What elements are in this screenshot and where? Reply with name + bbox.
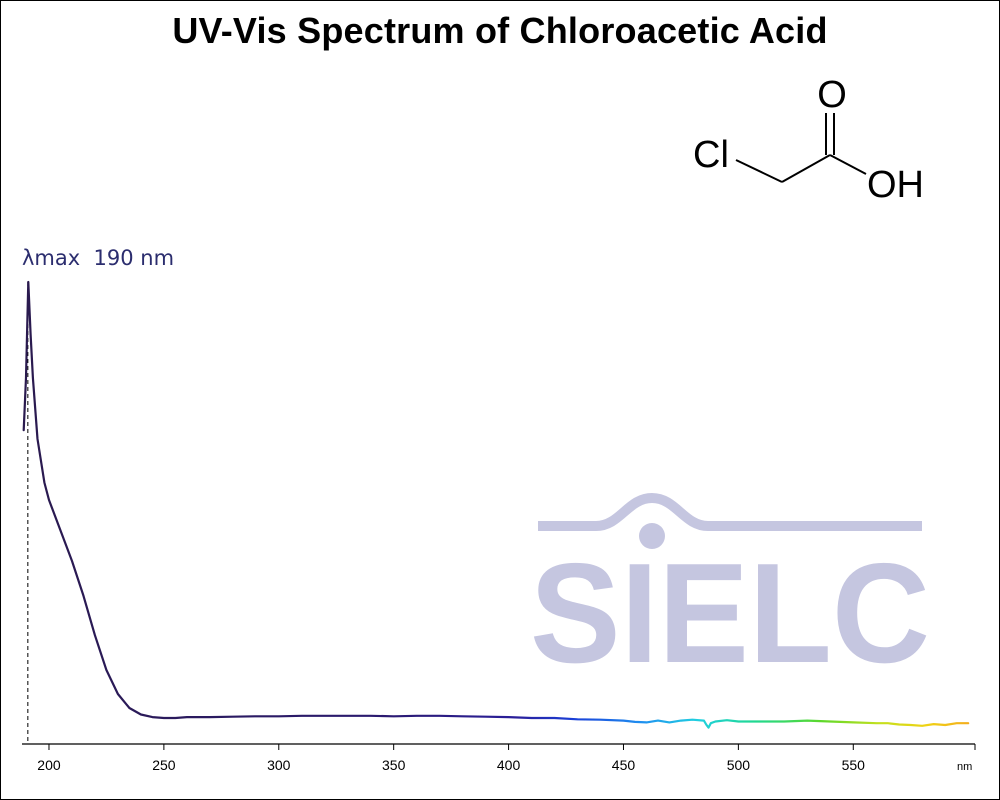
x-tick-label: 400 xyxy=(497,757,521,773)
watermark-text: SIELC xyxy=(530,534,930,693)
x-tick-label: 200 xyxy=(37,757,61,773)
x-tick-label: 350 xyxy=(382,757,406,773)
molecule-structure: Cl O OH xyxy=(693,74,924,206)
x-tick-label: 450 xyxy=(612,757,636,773)
x-axis-ticks: 200 250 300 350 400 450 500 550 xyxy=(37,744,976,773)
x-tick-label: 250 xyxy=(152,757,176,773)
chart-title: UV-Vis Spectrum of Chloroacetic Acid xyxy=(172,10,828,51)
bond-c-c xyxy=(781,154,831,183)
watermark-wave xyxy=(538,492,922,531)
sielc-watermark: SIELC xyxy=(530,492,930,693)
x-tick-label: 550 xyxy=(842,757,866,773)
x-tick-label: 500 xyxy=(727,757,751,773)
atom-o: O xyxy=(817,74,847,116)
lambda-max-annotation: λmax 190 nm xyxy=(22,246,175,270)
bond-c-oh xyxy=(829,154,867,175)
bond-cl-c xyxy=(735,159,783,183)
atom-oh: OH xyxy=(867,164,924,206)
x-tick-label: 300 xyxy=(267,757,291,773)
watermark-dot xyxy=(639,523,665,549)
x-unit-label: nm xyxy=(957,761,972,773)
atom-cl: Cl xyxy=(693,134,729,176)
spectrum-line xyxy=(22,280,970,729)
